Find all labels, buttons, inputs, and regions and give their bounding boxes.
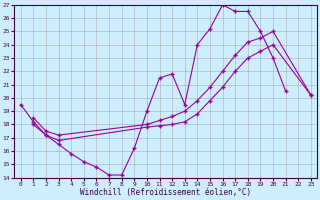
X-axis label: Windchill (Refroidissement éolien,°C): Windchill (Refroidissement éolien,°C) <box>80 188 252 197</box>
